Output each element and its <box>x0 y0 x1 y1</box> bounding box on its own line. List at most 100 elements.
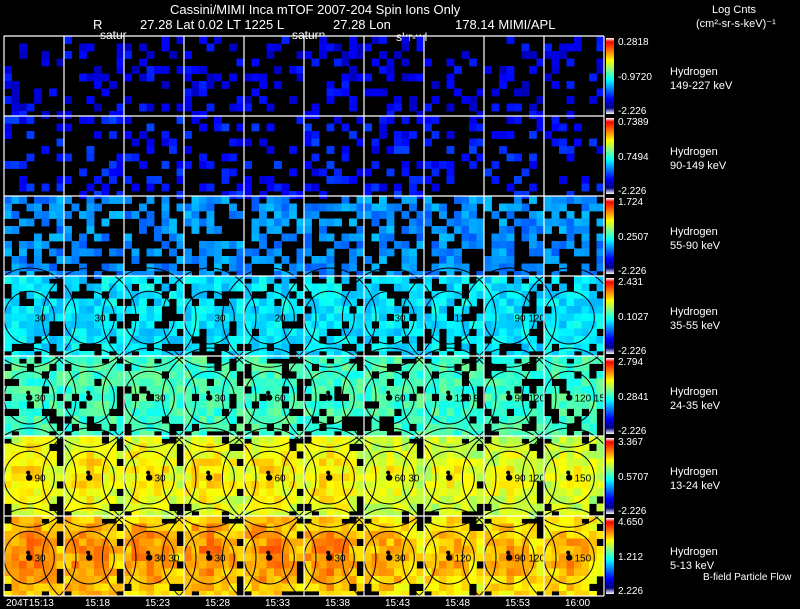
spacecraft-marker <box>26 554 33 561</box>
spacecraft-marker <box>26 474 33 481</box>
spacecraft-marker <box>506 474 513 481</box>
panel-cell <box>244 196 305 279</box>
contour-label: 120 <box>454 314 471 325</box>
contour-label: 30 <box>334 554 346 565</box>
panel-cell <box>304 436 365 519</box>
panel-cell <box>364 116 425 199</box>
spacecraft-marker <box>386 554 393 561</box>
colorbar-mid: -0.9720 <box>618 72 652 83</box>
panel-cell <box>304 196 365 279</box>
contour-label: 30 <box>214 314 226 325</box>
panel-cell <box>484 36 545 119</box>
time-tick-label: 15:23 <box>145 598 170 609</box>
r-label: R <box>93 17 103 32</box>
spacecraft-marker <box>446 474 453 481</box>
row-species-label: Hydrogen <box>670 386 718 398</box>
colorbar-max: 1.724 <box>618 197 643 208</box>
contour-overlay: 30 <box>161 507 257 596</box>
contour-overlay: 120 150 <box>521 347 604 448</box>
colorbar-max: 3.367 <box>618 437 643 448</box>
row-species-label: Hydrogen <box>670 306 718 318</box>
panel-cell <box>4 43 65 119</box>
contour-overlay: 150 <box>521 507 604 596</box>
spacecraft-marker <box>326 474 333 481</box>
colorbar-min: 2.226 <box>618 586 643 597</box>
colorbar-min: -2.226 <box>618 186 647 197</box>
contour-label: 90 <box>34 474 46 485</box>
colorbar-mid: 1.212 <box>618 552 643 563</box>
time-tick-label: 204T15:13 <box>6 598 54 609</box>
spacecraft-marker <box>506 554 513 561</box>
col-label-2: saturn <box>292 28 326 42</box>
panel-cell <box>484 276 545 359</box>
panel-cell <box>124 276 185 359</box>
colorbar-min: -2.226 <box>618 106 647 117</box>
panel-cell <box>184 516 245 596</box>
time-tick-label: 15:28 <box>205 598 230 609</box>
contour-overlay: 30 <box>101 427 197 528</box>
panel-cell <box>304 276 365 359</box>
panel-cell <box>544 116 604 199</box>
colorbar-max: 2.794 <box>618 357 643 368</box>
contour-label: 30 <box>94 314 106 325</box>
contour-label: 120 90 <box>454 394 485 405</box>
row-energy-label: 13-24 keV <box>670 480 721 492</box>
spacecraft-marker <box>506 394 513 401</box>
contour-label: 60 <box>394 394 406 405</box>
row-energy-label: 24-35 keV <box>670 400 721 412</box>
spacecraft-marker <box>146 394 153 401</box>
time-tick-label: 15:48 <box>445 598 470 609</box>
contour-overlay: 60 30 <box>341 427 437 528</box>
contour-label: 90 120 <box>514 554 545 565</box>
panel-cell <box>124 196 185 279</box>
spacecraft-marker <box>86 554 93 561</box>
contour-label: 30 <box>154 474 166 485</box>
contour-overlay: 150 <box>521 427 604 528</box>
spacecraft-marker <box>566 554 573 561</box>
lon-readout: 27.28 Lon <box>333 17 391 32</box>
contour-overlay: 60 <box>221 427 317 528</box>
contour-label: 90 120 <box>514 394 545 405</box>
contour-overlay <box>41 507 137 596</box>
spacecraft-marker <box>446 554 453 561</box>
colorbar-max: 0.2818 <box>618 37 649 48</box>
spacecraft-marker <box>26 394 33 401</box>
colorbar-max: 2.431 <box>618 277 643 288</box>
panel-cell <box>244 516 305 596</box>
contour-label: 90 120 <box>514 314 545 325</box>
contour-label: 30 <box>154 394 166 405</box>
lon-value: 178.14 MIMI/APL <box>455 17 556 32</box>
colorbar <box>606 38 614 114</box>
row-species-label: Hydrogen <box>670 66 718 78</box>
colorbar-mid: 0.1027 <box>618 312 649 323</box>
panel-cell <box>364 196 425 279</box>
spacecraft-marker <box>386 474 393 481</box>
contour-label: 120 <box>454 554 471 565</box>
spacecraft-marker <box>386 394 393 401</box>
panel-cell <box>544 196 604 279</box>
time-tick-label: 15:53 <box>505 598 530 609</box>
panel-cell <box>4 516 65 596</box>
units-label-line2: (cm²-sr-s-keV)⁻¹ <box>696 18 776 30</box>
row-energy-label: 149-227 keV <box>670 80 733 92</box>
panel-cell <box>424 51 485 119</box>
panel-cell <box>184 196 245 279</box>
panel-cell <box>244 36 305 112</box>
contour-label: 30 <box>214 394 226 405</box>
spacecraft-marker <box>86 394 93 401</box>
contour-label: 150 <box>574 554 591 565</box>
panel-cell <box>304 36 365 119</box>
contour-overlay: 90 120 <box>461 507 557 596</box>
spacecraft-marker <box>326 554 333 561</box>
colorbar <box>606 198 614 274</box>
colorbar <box>606 118 614 194</box>
panel-cell <box>184 36 245 119</box>
panel-cell <box>64 36 125 119</box>
panel-cell <box>244 116 305 199</box>
row-species-label: Hydrogen <box>670 466 718 478</box>
panel-cell <box>484 116 545 199</box>
colorbar-mid: 0.2841 <box>618 392 649 403</box>
time-tick-label: 15:33 <box>265 598 290 609</box>
